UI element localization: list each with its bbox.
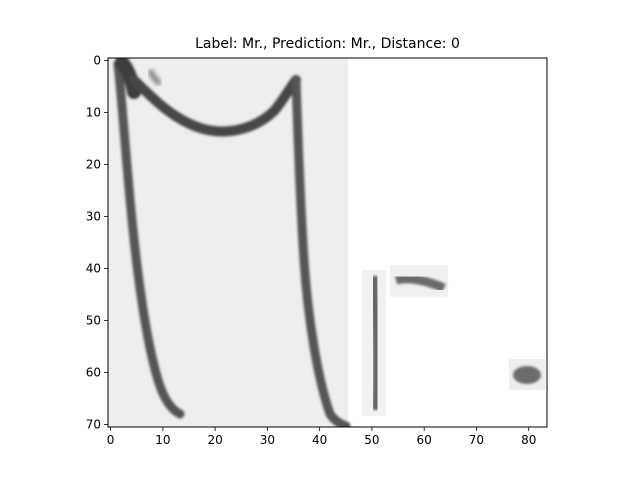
x-tick-label: 30 [260,433,275,447]
x-tick-label: 20 [207,433,222,447]
y-axis-ticks: 0 10 20 30 40 50 60 70 [86,54,108,431]
letter-m-strokes [113,58,351,427]
paper-scan [108,58,348,427]
y-tick-label: 40 [86,261,101,275]
axes-frame [107,57,548,428]
handwriting-image [108,58,547,427]
x-tick-label: 80 [521,433,536,447]
x-tick-label: 10 [155,433,170,447]
y-tick-label: 30 [86,210,101,224]
x-tick-label: 60 [417,433,432,447]
letter-r-stroke [370,275,381,411]
y-tick-label: 70 [86,417,101,431]
x-tick-label: 70 [469,433,484,447]
y-tick-label: 10 [86,106,101,120]
y-tick-label: 50 [86,313,101,327]
x-axis-ticks: 0 10 20 30 40 50 60 70 80 [107,427,536,447]
x-tick-label: 50 [364,433,379,447]
period-dot [513,366,541,384]
x-tick-label: 40 [312,433,327,447]
ink-smudge [147,68,163,87]
letter-r-shoulder-stroke [394,274,446,293]
y-tick-label: 60 [86,365,101,379]
y-tick-label: 20 [86,158,101,172]
y-tick-label: 0 [93,54,101,68]
plot-title: Label: Mr., Prediction: Mr., Distance: 0 [195,36,460,52]
x-tick-label: 0 [107,433,115,447]
